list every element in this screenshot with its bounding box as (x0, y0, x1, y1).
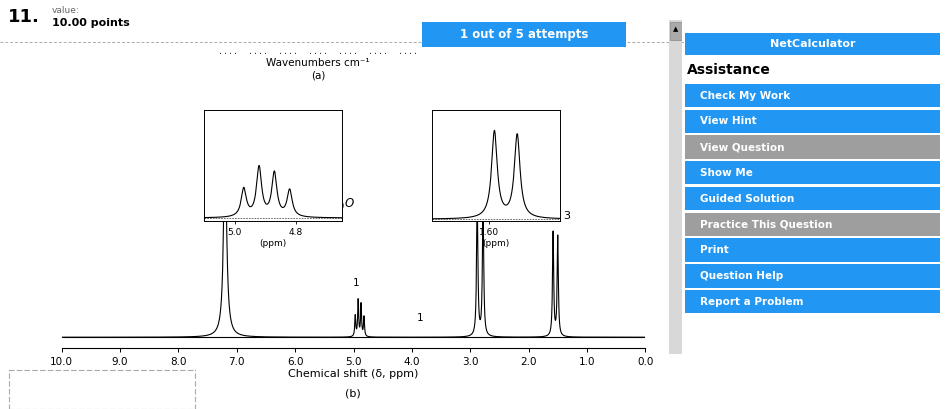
Text: ▲: ▲ (673, 26, 679, 32)
Text: Question Help: Question Help (700, 271, 784, 281)
Text: View Hint: View Hint (700, 116, 757, 126)
Text: (b): (b) (345, 389, 361, 398)
Text: Chemical shift (δ, ppm): Chemical shift (δ, ppm) (288, 369, 419, 379)
Text: (a): (a) (310, 71, 326, 81)
Text: Guided Solution: Guided Solution (700, 193, 794, 204)
Text: $C_8H_{10}O$: $C_8H_{10}O$ (311, 197, 355, 212)
Text: Report a Problem: Report a Problem (700, 297, 804, 307)
Text: value:: value: (52, 6, 80, 15)
Text: Show Me: Show Me (700, 168, 754, 178)
Text: 5: 5 (222, 133, 229, 143)
X-axis label: (ppm): (ppm) (259, 239, 287, 248)
FancyBboxPatch shape (670, 22, 681, 40)
Text: Print: Print (700, 245, 729, 255)
Text: 10.00 points: 10.00 points (52, 18, 130, 28)
Text: 3: 3 (563, 211, 570, 221)
Text: View Question: View Question (700, 142, 785, 152)
Text: ....  ....  ....  ....  ....  ....  ....: .... .... .... .... .... .... .... (218, 47, 418, 56)
Text: Check My Work: Check My Work (700, 90, 791, 101)
Text: 1: 1 (353, 279, 360, 288)
Text: Assistance: Assistance (687, 63, 771, 77)
Text: 1 out of 5 attempts: 1 out of 5 attempts (460, 28, 588, 41)
Text: 1: 1 (417, 312, 423, 323)
Text: 11.: 11. (8, 8, 40, 26)
Text: NetCalculator: NetCalculator (770, 39, 855, 49)
X-axis label: (ppm): (ppm) (482, 239, 510, 248)
Text: Practice This Question: Practice This Question (700, 219, 833, 229)
Text: Wavenumbers cm⁻¹: Wavenumbers cm⁻¹ (266, 58, 370, 68)
